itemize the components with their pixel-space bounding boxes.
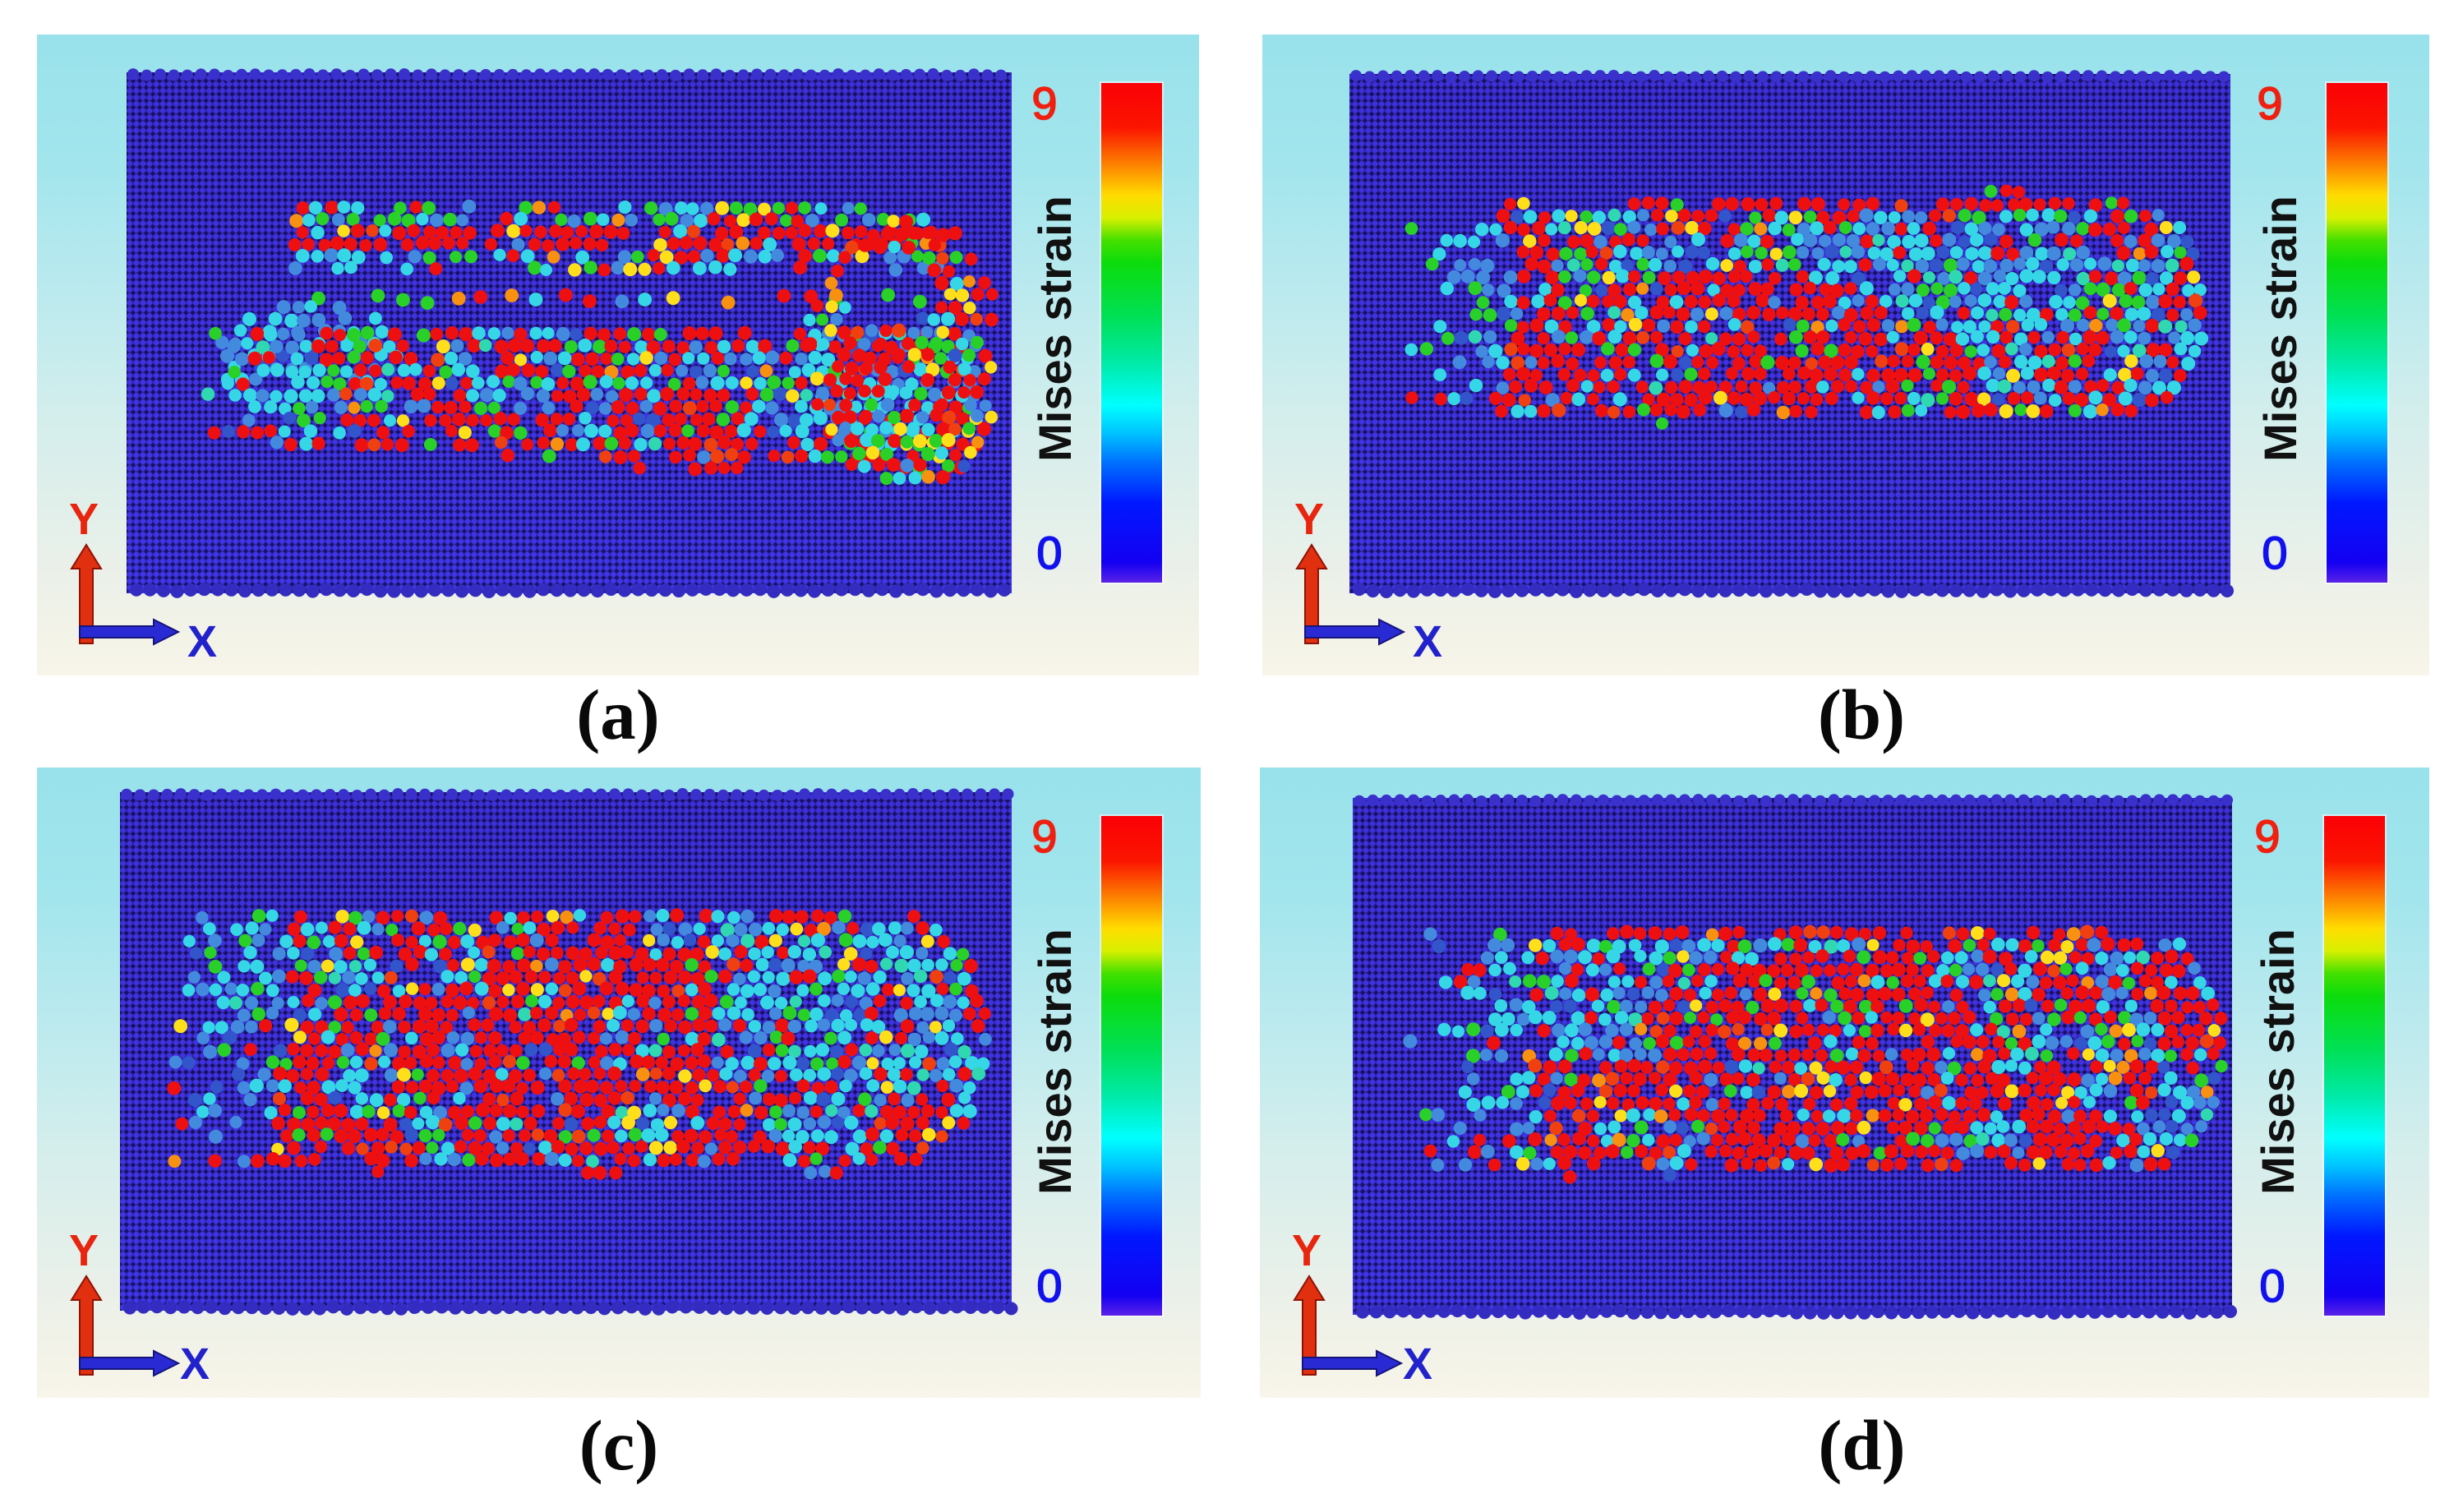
svg-text:0: 0 xyxy=(1036,527,1062,579)
svg-text:9: 9 xyxy=(1031,77,1057,129)
svg-text:9: 9 xyxy=(2254,810,2280,862)
svg-text:X: X xyxy=(187,617,217,666)
svg-text:X: X xyxy=(1413,617,1442,666)
svg-text:9: 9 xyxy=(1031,810,1057,862)
svg-text:0: 0 xyxy=(1036,1260,1062,1311)
svg-text:Mises strain: Mises strain xyxy=(1029,196,1081,462)
svg-text:X: X xyxy=(1403,1339,1432,1389)
svg-text:Mises strain: Mises strain xyxy=(1029,929,1081,1195)
svg-text:Mises strain: Mises strain xyxy=(2254,196,2306,462)
svg-text:Y: Y xyxy=(69,1226,99,1275)
svg-text:Y: Y xyxy=(69,495,99,544)
svg-text:Mises strain: Mises strain xyxy=(2252,929,2304,1195)
svg-text:X: X xyxy=(180,1339,210,1389)
svg-text:9: 9 xyxy=(2257,77,2282,129)
svg-text:Y: Y xyxy=(1294,495,1324,544)
svg-text:Y: Y xyxy=(1292,1226,1321,1275)
svg-text:0: 0 xyxy=(2262,527,2287,579)
svg-text:0: 0 xyxy=(2259,1260,2285,1311)
